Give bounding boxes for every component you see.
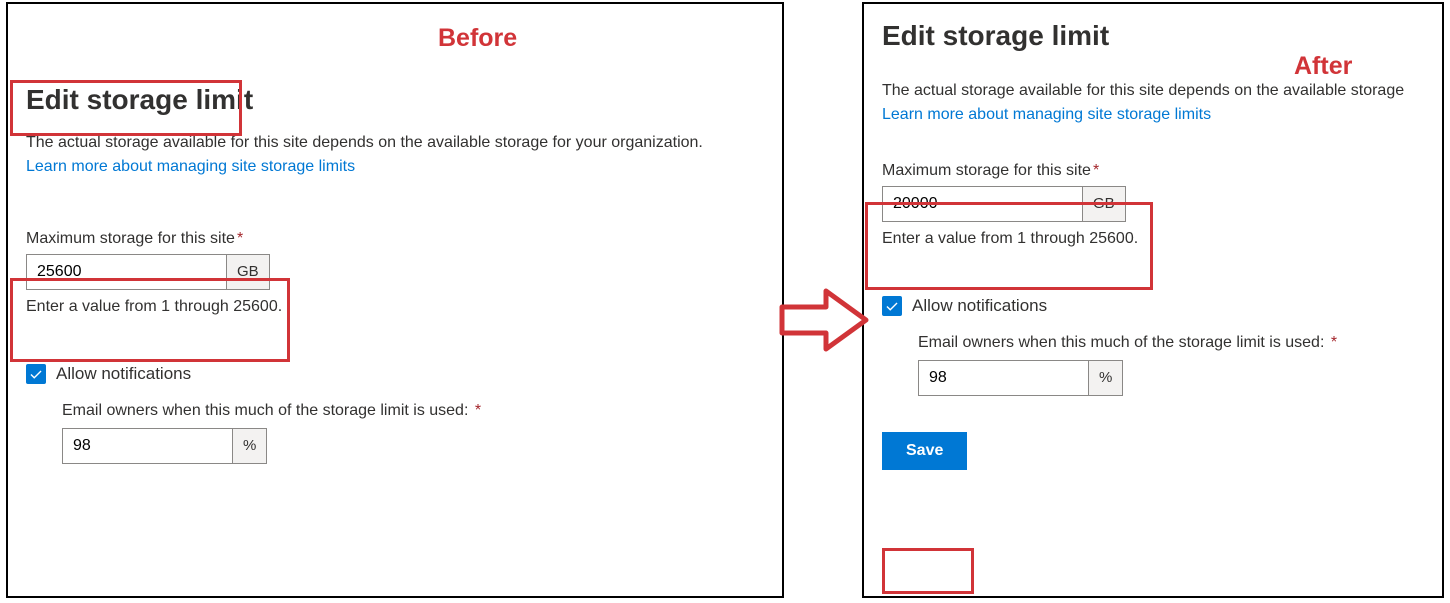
save-button[interactable]: Save: [882, 432, 967, 470]
allow-notifications-checkbox[interactable]: [26, 364, 46, 384]
required-asterisk: *: [1331, 334, 1337, 351]
max-storage-input[interactable]: [26, 254, 226, 290]
highlight-save: [882, 548, 974, 594]
range-hint: Enter a value from 1 through 25600.: [882, 230, 1424, 248]
allow-notifications-checkbox[interactable]: [882, 296, 902, 316]
after-panel: After Edit storage limit The actual stor…: [862, 2, 1444, 598]
info-text: The actual storage available for this si…: [882, 82, 1424, 100]
max-storage-label: Maximum storage for this site: [882, 162, 1091, 179]
range-hint: Enter a value from 1 through 25600.: [26, 298, 764, 316]
panel-title: Edit storage limit: [26, 84, 253, 116]
email-threshold-label: Email owners when this much of the stora…: [62, 402, 468, 419]
max-storage-input[interactable]: [882, 186, 1082, 222]
email-threshold-label: Email owners when this much of the stora…: [918, 334, 1324, 351]
required-asterisk: *: [475, 402, 481, 419]
before-label: Before: [438, 24, 517, 53]
required-asterisk: *: [1093, 162, 1099, 179]
learn-more-link[interactable]: Learn more about managing site storage l…: [882, 106, 1211, 124]
max-storage-label: Maximum storage for this site: [26, 230, 235, 247]
panel-title: Edit storage limit: [882, 20, 1109, 52]
before-panel: Before Edit storage limit The actual sto…: [6, 2, 784, 598]
percent-suffix: %: [1088, 360, 1123, 396]
after-label: After: [1294, 52, 1352, 81]
learn-more-link[interactable]: Learn more about managing site storage l…: [26, 158, 355, 176]
percent-suffix: %: [232, 428, 267, 464]
checkmark-icon: [885, 299, 899, 313]
info-text: The actual storage available for this si…: [26, 134, 764, 152]
allow-notifications-label: Allow notifications: [56, 364, 191, 384]
email-threshold-input[interactable]: [918, 360, 1088, 396]
required-asterisk: *: [237, 230, 243, 247]
email-threshold-input[interactable]: [62, 428, 232, 464]
arrow-icon: [776, 285, 872, 355]
unit-suffix: GB: [226, 254, 270, 290]
checkmark-icon: [29, 367, 43, 381]
allow-notifications-label: Allow notifications: [912, 296, 1047, 316]
unit-suffix: GB: [1082, 186, 1126, 222]
